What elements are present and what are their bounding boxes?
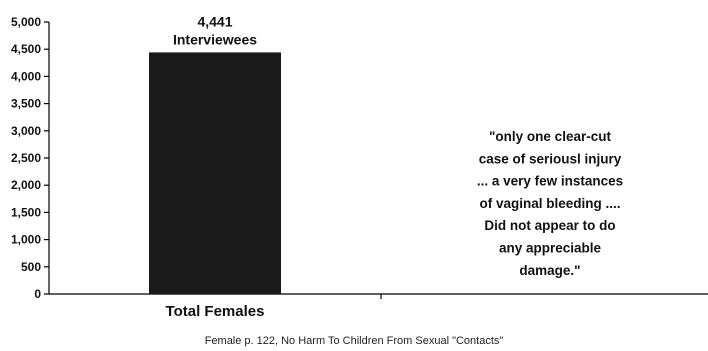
bar-data-label: Interviewees: [173, 31, 257, 47]
annotation-line: any appreciable: [499, 241, 602, 256]
y-tick-label: 3,000: [11, 124, 41, 138]
annotation-line: "only one clear-cut: [489, 129, 611, 144]
bar-data-label: 4,441: [197, 13, 232, 29]
bar-total-females: [149, 52, 281, 294]
y-tick-label: 5,000: [11, 15, 41, 29]
data-labels: 4,441 Interviewees: [173, 13, 257, 47]
chart-caption: Female p. 122, No Harm To Children From …: [205, 335, 504, 347]
annotation-quote: "only one clear-cut case of seriousl inju…: [477, 129, 623, 278]
bars: [149, 52, 281, 294]
y-tick-label: 0: [34, 287, 41, 301]
y-tick-label: 500: [21, 260, 41, 274]
y-tick-label: 1,500: [11, 205, 41, 219]
y-tick-label: 4,000: [11, 69, 41, 83]
y-tick-label: 2,500: [11, 151, 41, 165]
y-tick-label: 3,500: [11, 97, 41, 111]
annotation-line: case of seriousl injury: [479, 151, 622, 166]
annotation-line: of vaginal bleeding ....: [479, 196, 620, 211]
y-tick-label: 1,000: [11, 233, 41, 247]
annotation-line: Did not appear to do: [484, 218, 615, 233]
y-tick-label: 2,000: [11, 178, 41, 192]
x-category-label: Total Females: [166, 303, 265, 320]
x-axis: Total Females: [49, 293, 708, 320]
y-axis: 0 500 1,000 1,500 2,000 2,500 3,000 3,500 4,000 4…: [11, 15, 50, 301]
y-tick-label: 4,500: [11, 42, 41, 56]
annotation-line: damage.": [519, 263, 580, 278]
annotation-line: ... a very few instances: [477, 174, 623, 189]
